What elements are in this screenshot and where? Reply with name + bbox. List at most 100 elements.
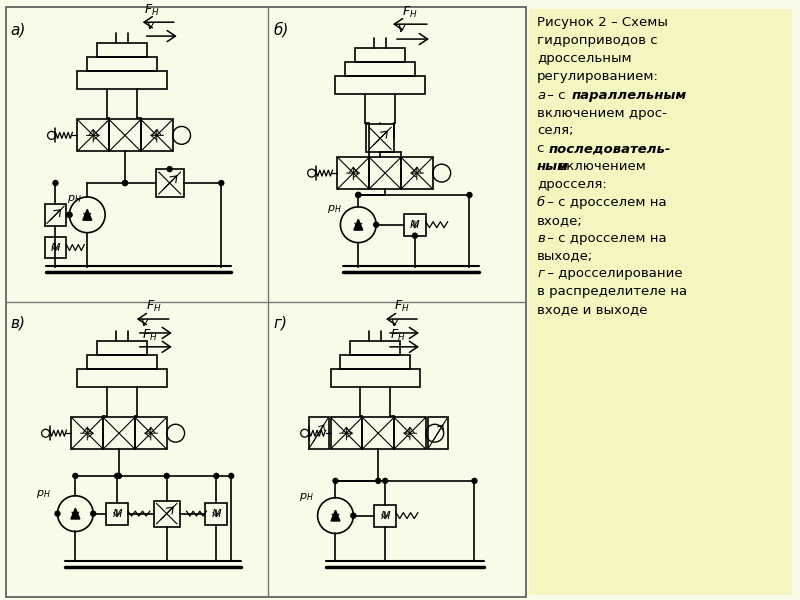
- Text: а: а: [537, 89, 545, 102]
- Bar: [87, 57, 157, 71]
- Text: $v$: $v$: [390, 316, 400, 329]
- Circle shape: [164, 473, 169, 478]
- Bar: [154, 501, 179, 527]
- Text: гидроприводов с: гидроприводов с: [537, 34, 658, 47]
- Text: последователь-: последователь-: [549, 142, 671, 155]
- Circle shape: [73, 473, 78, 478]
- Circle shape: [382, 478, 387, 484]
- Text: – дросселирование: – дросселирование: [542, 268, 682, 280]
- Circle shape: [214, 473, 219, 478]
- Bar: [330, 418, 362, 449]
- Bar: [394, 418, 426, 449]
- Text: $v$: $v$: [397, 22, 406, 35]
- Text: $p_H$: $p_H$: [36, 488, 50, 500]
- Text: регулированием:: регулированием:: [537, 70, 659, 83]
- Bar: [350, 341, 400, 355]
- Circle shape: [467, 193, 472, 197]
- Polygon shape: [71, 508, 80, 519]
- Bar: [45, 204, 66, 226]
- Bar: [6, 7, 526, 597]
- Circle shape: [374, 222, 378, 227]
- Text: включением: включением: [554, 160, 646, 173]
- Text: – с дросселем на: – с дросселем на: [542, 232, 666, 245]
- Circle shape: [376, 478, 381, 484]
- Bar: [97, 341, 147, 355]
- Circle shape: [219, 181, 224, 185]
- Text: $F_H$: $F_H$: [144, 3, 159, 18]
- Text: – с дросселем на: – с дросселем на: [542, 196, 666, 209]
- Text: входе;: входе;: [537, 214, 582, 227]
- Text: M: M: [211, 509, 221, 518]
- Text: дросселя:: дросселя:: [537, 178, 606, 191]
- Text: $F_H$: $F_H$: [394, 299, 410, 314]
- Bar: [141, 119, 173, 151]
- Text: $F_H$: $F_H$: [390, 328, 406, 343]
- Text: а): а): [11, 22, 26, 37]
- Polygon shape: [354, 220, 362, 230]
- Bar: [341, 355, 410, 368]
- Bar: [309, 418, 329, 449]
- Bar: [335, 76, 425, 94]
- Circle shape: [167, 167, 172, 172]
- Bar: [97, 43, 147, 57]
- Circle shape: [351, 513, 356, 518]
- Circle shape: [67, 212, 72, 217]
- Text: Рисунок 2 – Схемы: Рисунок 2 – Схемы: [537, 16, 668, 29]
- Circle shape: [117, 473, 122, 478]
- Circle shape: [333, 478, 338, 484]
- Bar: [135, 418, 166, 449]
- Bar: [109, 119, 141, 151]
- Text: параллельным: параллельным: [571, 89, 687, 102]
- Text: включением дрос-: включением дрос-: [537, 107, 667, 119]
- Bar: [103, 418, 135, 449]
- Bar: [106, 503, 128, 524]
- Text: выходе;: выходе;: [537, 250, 594, 263]
- Text: M: M: [410, 220, 420, 230]
- Bar: [404, 214, 426, 236]
- Bar: [366, 124, 394, 152]
- Circle shape: [122, 181, 127, 185]
- Text: $p_H$: $p_H$: [67, 193, 82, 205]
- Text: селя;: селя;: [537, 124, 574, 137]
- Text: $p_H$: $p_H$: [326, 203, 342, 215]
- Bar: [362, 418, 394, 449]
- Circle shape: [229, 473, 234, 478]
- Bar: [71, 418, 103, 449]
- Bar: [355, 48, 405, 62]
- Bar: [370, 157, 401, 189]
- Circle shape: [356, 193, 361, 197]
- Bar: [401, 157, 433, 189]
- Bar: [87, 355, 157, 368]
- Bar: [374, 505, 396, 527]
- Circle shape: [356, 193, 361, 197]
- Polygon shape: [331, 510, 340, 521]
- Bar: [156, 169, 183, 197]
- Text: в: в: [537, 232, 545, 245]
- Text: M: M: [50, 242, 60, 253]
- Circle shape: [472, 478, 477, 484]
- Text: б): б): [274, 22, 290, 38]
- Bar: [78, 119, 109, 151]
- Text: входе и выходе: входе и выходе: [537, 303, 647, 316]
- Text: M: M: [380, 511, 390, 521]
- Bar: [338, 157, 370, 189]
- Bar: [206, 503, 227, 524]
- Circle shape: [413, 233, 418, 238]
- Circle shape: [114, 473, 119, 478]
- Circle shape: [53, 181, 58, 185]
- Circle shape: [122, 181, 127, 185]
- Bar: [78, 368, 166, 386]
- Bar: [529, 9, 792, 595]
- Text: дроссельным: дроссельным: [537, 52, 632, 65]
- Text: $F_H$: $F_H$: [146, 299, 162, 314]
- Text: $F_H$: $F_H$: [402, 5, 418, 20]
- Circle shape: [55, 511, 60, 516]
- Text: $F_H$: $F_H$: [142, 328, 158, 343]
- Text: – с: – с: [542, 89, 570, 102]
- Text: с: с: [537, 142, 549, 155]
- Text: г): г): [274, 315, 288, 330]
- Bar: [346, 62, 415, 76]
- Text: в распределителе на: в распределителе на: [537, 285, 687, 298]
- Circle shape: [90, 511, 96, 516]
- Bar: [330, 368, 420, 386]
